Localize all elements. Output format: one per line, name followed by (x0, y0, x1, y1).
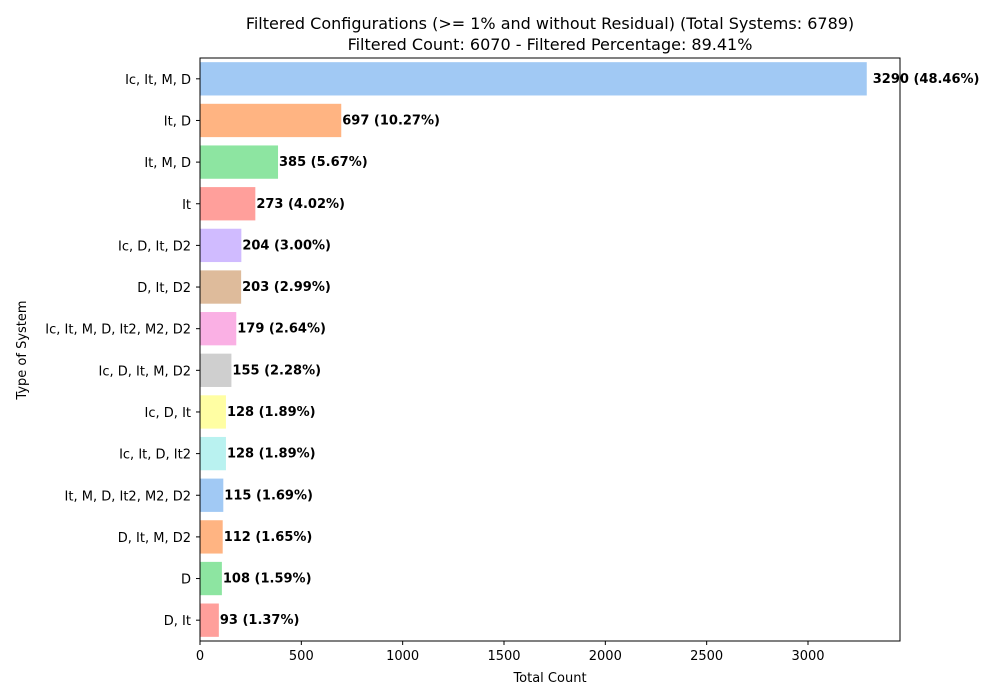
data-label: 108 (1.59%) (223, 572, 312, 587)
bar (200, 561, 222, 596)
y-axis-label: Type of System (15, 300, 30, 400)
bar (200, 187, 256, 221)
bar (200, 520, 223, 554)
y-tick-label: D, It, D2 (137, 281, 191, 296)
x-tick-label: 1500 (487, 649, 520, 664)
data-label: 273 (4.02%) (256, 197, 345, 212)
bar (200, 228, 242, 263)
y-tick-label: Ic, D, It, D2 (118, 239, 191, 254)
bars-group (200, 62, 867, 637)
y-tick-label: It, M, D, It2, M2, D2 (65, 489, 191, 504)
data-label: 155 (2.28%) (232, 363, 321, 378)
x-tick-label: 2500 (690, 649, 723, 664)
y-tick-labels: Ic, It, M, D It, D It, M, D It Ic, D, It, D2… (45, 73, 200, 629)
y-tick-label: It, M, D (144, 156, 191, 171)
bar (200, 270, 242, 304)
y-tick-label: Ic, It, D, It2 (119, 448, 191, 463)
data-label: 112 (1.65%) (224, 530, 313, 545)
chart-title: Filtered Configurations (>= 1% and witho… (246, 14, 854, 33)
x-tick-label: 500 (289, 649, 314, 664)
data-label: 128 (1.89%) (227, 405, 316, 420)
x-tick-label: 0 (196, 649, 204, 664)
x-ticks: 0 500 1000 1500 2000 2500 3000 (196, 641, 825, 664)
y-tick-label: It, D (164, 114, 191, 129)
data-label: 115 (1.69%) (224, 488, 313, 503)
bar (200, 478, 224, 512)
x-tick-label: 1000 (386, 649, 419, 664)
bar (200, 395, 226, 429)
y-tick-label: It (182, 198, 191, 213)
y-tick-label: Ic, D, It, M, D2 (99, 364, 191, 379)
y-tick-label: Ic, D, It (145, 406, 191, 421)
bar (200, 103, 342, 138)
bar (200, 436, 226, 471)
x-tick-label: 3000 (791, 649, 824, 664)
data-label: 204 (3.00%) (242, 238, 331, 253)
chart-subtitle: Filtered Count: 6070 - Filtered Percenta… (348, 35, 753, 54)
data-label: 179 (2.64%) (237, 322, 326, 337)
data-label: 93 (1.37%) (220, 613, 300, 628)
data-labels: 3290 (48.46%) 697 (10.27%) 385 (5.67%) 273 … (220, 72, 980, 628)
y-tick-label: D (181, 573, 191, 588)
data-label: 203 (2.99%) (242, 280, 331, 295)
bar (200, 353, 232, 387)
bar (200, 603, 219, 637)
y-tick-label: Ic, It, M, D (125, 73, 191, 88)
y-tick-label: D, It, M, D2 (118, 531, 191, 546)
x-axis-label: Total Count (512, 671, 586, 686)
y-tick-label: D, It (164, 614, 191, 629)
data-label: 3290 (48.46%) (873, 72, 980, 87)
bar (200, 312, 237, 346)
bar (200, 145, 279, 179)
x-tick-label: 2000 (589, 649, 622, 664)
y-tick-label: Ic, It, M, D, It2, M2, D2 (45, 323, 191, 338)
data-label: 128 (1.89%) (227, 447, 316, 462)
data-label: 385 (5.67%) (279, 155, 368, 170)
plot-frame (199, 57, 901, 642)
bar (200, 62, 867, 96)
data-label: 697 (10.27%) (342, 113, 440, 128)
